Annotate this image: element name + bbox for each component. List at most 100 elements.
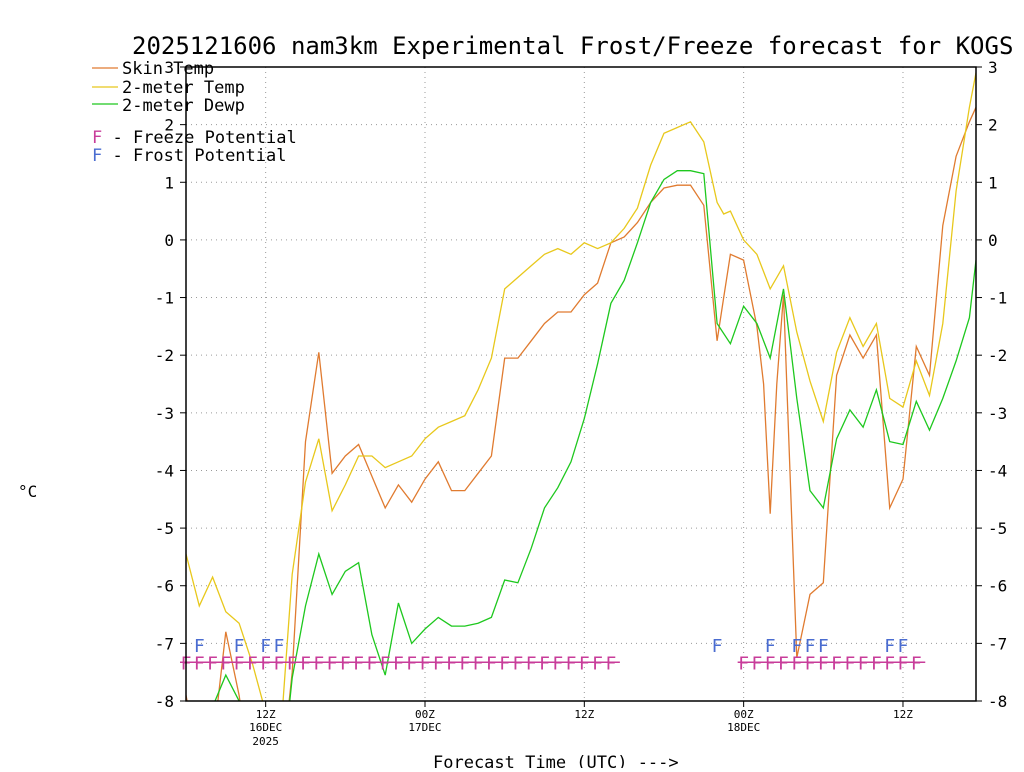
freeze-marker: F bbox=[473, 653, 484, 674]
legend: Skin Temp 2-meter Temp 2-meter Dewp F - … bbox=[92, 59, 297, 166]
x-tick-label: 12Z bbox=[256, 708, 276, 721]
freeze-marker: F bbox=[499, 653, 510, 674]
freeze-marker: F bbox=[406, 653, 417, 674]
plot-frame bbox=[185, 66, 977, 702]
two-meter-dewp-line bbox=[214, 170, 976, 701]
freeze-marker: F bbox=[207, 653, 218, 674]
legend-label-skin-temp: Skin Temp bbox=[122, 59, 214, 79]
freeze-marker: F bbox=[313, 653, 324, 674]
y-tick-label-right: 1 bbox=[988, 173, 998, 192]
frost-marker: F bbox=[805, 636, 816, 657]
y-tick-label-left: 1 bbox=[164, 173, 174, 192]
y-tick-label-left: -7 bbox=[155, 634, 174, 653]
y-tick-label-right: 2 bbox=[988, 116, 998, 135]
frost-marker: F bbox=[260, 636, 271, 657]
y-tick-label-right: 0 bbox=[988, 231, 998, 250]
freeze-marker: F bbox=[539, 653, 550, 674]
y-tick-label-left: -1 bbox=[155, 289, 174, 308]
freeze-marker: F bbox=[552, 653, 563, 674]
skin-temp-line bbox=[186, 107, 976, 701]
y-tick-label-right: 3 bbox=[988, 58, 998, 77]
freeze-marker: F bbox=[844, 653, 855, 674]
freeze-marker: F bbox=[274, 653, 285, 674]
frost-marker: F bbox=[791, 636, 802, 657]
freeze-marker: F bbox=[752, 653, 763, 674]
freeze-marker: F bbox=[220, 653, 231, 674]
freeze-marker: F bbox=[805, 653, 816, 674]
freeze-marker: F bbox=[526, 653, 537, 674]
frost-marker: F bbox=[765, 636, 776, 657]
y-tick-label-right: -2 bbox=[988, 346, 1007, 365]
freeze-marker: F bbox=[858, 653, 869, 674]
freeze-marker: F bbox=[234, 653, 245, 674]
y-tick-label-left: -6 bbox=[155, 577, 174, 596]
legend-label-2m-temp: 2-meter Temp bbox=[122, 78, 245, 98]
freeze-marker: F bbox=[327, 653, 338, 674]
y-axis-label: °C bbox=[18, 482, 37, 501]
freeze-marker: F bbox=[911, 653, 922, 674]
freeze-marker: F bbox=[765, 653, 776, 674]
y-tick-label-left: -5 bbox=[155, 519, 174, 538]
freeze-marker: F bbox=[260, 653, 271, 674]
y-tick-label-left: -2 bbox=[155, 346, 174, 365]
freeze-marker: F bbox=[831, 653, 842, 674]
legend-label-2m-dewp: 2-meter Dewp bbox=[122, 96, 245, 116]
x-axis-label: Forecast Time (UTC) ---> bbox=[433, 753, 679, 768]
freeze-marker: F bbox=[353, 653, 364, 674]
y-tick-label-left: -8 bbox=[155, 692, 174, 711]
freeze-marker: F bbox=[459, 653, 470, 674]
freeze-marker: F bbox=[420, 653, 431, 674]
freeze-marker: F bbox=[486, 653, 497, 674]
x-tick-label: 00Z bbox=[734, 708, 754, 721]
y-tick-label-right: -3 bbox=[988, 404, 1007, 423]
freeze-marker: F bbox=[433, 653, 444, 674]
y-tick-label-right: -4 bbox=[988, 461, 1007, 480]
freeze-marker: F bbox=[579, 653, 590, 674]
frost-marker: F bbox=[818, 636, 829, 657]
frost-marker: F bbox=[898, 636, 909, 657]
frost-marker: F bbox=[234, 636, 245, 657]
freeze-marker: F bbox=[247, 653, 258, 674]
frost-marker: F bbox=[194, 636, 205, 657]
frost-marker: F bbox=[712, 636, 723, 657]
x-tick-label: 12Z bbox=[893, 708, 913, 721]
chart-title: 2025121606 nam3km Experimental Frost/Fre… bbox=[132, 32, 1013, 60]
legend-freeze-potential: F - Freeze Potential bbox=[92, 128, 297, 148]
x-tick-year: 2025 bbox=[252, 735, 279, 748]
freeze-marker: F bbox=[884, 653, 895, 674]
freeze-marker: F bbox=[446, 653, 457, 674]
freeze-marker: F bbox=[738, 653, 749, 674]
y-axis-ticks: -8 -8 -7 -7 -6 -6 -5 -5 -4 -4 -3 -3 -2 -2 -1 -1 0 0 1 1 2 2 3 3 bbox=[155, 58, 1008, 711]
freeze-marker: F bbox=[592, 653, 603, 674]
freeze-marker: F bbox=[513, 653, 524, 674]
y-tick-label-right: -7 bbox=[988, 634, 1007, 653]
two-meter-temp-line bbox=[186, 72, 976, 701]
y-tick-label-left: -4 bbox=[155, 461, 174, 480]
freeze-marker: F bbox=[194, 653, 205, 674]
y-tick-label-left: 2 bbox=[164, 116, 174, 135]
freeze-marker: F bbox=[300, 653, 311, 674]
freeze-marker: F bbox=[566, 653, 577, 674]
freeze-marker: F bbox=[871, 653, 882, 674]
freeze-marker: F bbox=[340, 653, 351, 674]
y-tick-label-right: -5 bbox=[988, 519, 1007, 538]
y-tick-label-left: 0 bbox=[164, 231, 174, 250]
x-tick-date: 16DEC bbox=[249, 721, 282, 734]
freeze-marker: F bbox=[393, 653, 404, 674]
freeze-marker: F bbox=[366, 653, 377, 674]
freeze-marker: F bbox=[818, 653, 829, 674]
grid bbox=[186, 67, 976, 701]
y-tick-label-left: 3 bbox=[164, 58, 174, 77]
freeze-marker: F bbox=[287, 653, 298, 674]
x-tick-label: 12Z bbox=[574, 708, 594, 721]
x-tick-date: 18DEC bbox=[727, 721, 760, 734]
legend-frost-potential: F - Frost Potential bbox=[92, 146, 286, 166]
freeze-marker: F bbox=[898, 653, 909, 674]
freeze-marker: F bbox=[605, 653, 616, 674]
y-tick-label-right: -8 bbox=[988, 692, 1007, 711]
y-tick-label-right: -1 bbox=[988, 289, 1007, 308]
x-tick-label: 00Z bbox=[415, 708, 435, 721]
